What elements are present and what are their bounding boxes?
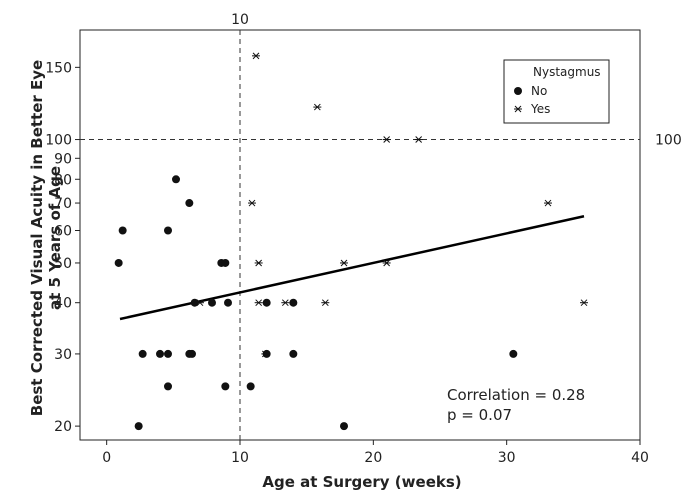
- trend-line: [119, 215, 585, 321]
- horizontal-reference-label: 100: [655, 133, 682, 149]
- plot-frame: [79, 29, 641, 441]
- point-no: [156, 349, 164, 358]
- point-yes: [254, 259, 263, 267]
- x-tick-label: 0: [102, 450, 111, 466]
- point-no: [188, 349, 196, 358]
- point-no: [221, 382, 230, 391]
- point-no: [289, 349, 298, 358]
- point-no: [138, 349, 147, 358]
- point-no: [246, 382, 255, 391]
- x-tick-label: 10: [231, 450, 249, 466]
- legend-marker-yes: [514, 105, 522, 113]
- point-yes: [281, 299, 290, 307]
- point-yes: [544, 199, 552, 207]
- y-tick-label: 100: [45, 133, 72, 149]
- x-axis-title: Age at Surgery (weeks): [262, 473, 461, 491]
- point-no: [190, 298, 199, 307]
- point-no: [164, 226, 172, 235]
- reference-lines: 10 100: [80, 12, 682, 440]
- legend-marker-no: [514, 87, 522, 95]
- point-yes: [254, 299, 263, 307]
- legend-title: Nystagmus: [533, 65, 601, 79]
- point-no: [340, 422, 348, 431]
- point-no: [289, 298, 298, 307]
- point-no: [185, 199, 194, 208]
- point-yes: [382, 259, 391, 267]
- legend-label-yes: Yes: [530, 102, 550, 116]
- y-tick-label: 80: [54, 172, 72, 188]
- x-tick-label: 40: [631, 450, 649, 466]
- data-points: [114, 52, 588, 431]
- y-tick-label: 90: [54, 151, 72, 167]
- x-tick-label: 30: [498, 450, 516, 466]
- point-yes: [321, 299, 330, 307]
- trend-line-group: [119, 215, 585, 321]
- y-tick-label: 40: [54, 296, 72, 312]
- vertical-reference-label: 10: [231, 12, 249, 28]
- point-yes: [252, 52, 260, 60]
- point-yes: [340, 259, 348, 267]
- point-no: [509, 349, 518, 358]
- point-no: [164, 382, 172, 391]
- y-axis-title-line-2: at 5 Years of Age: [46, 166, 64, 310]
- point-yes: [196, 299, 204, 307]
- point-no: [208, 298, 216, 307]
- y-axis-title-line-1: Best Corrected Visual Acuity in Better E…: [28, 60, 46, 416]
- point-yes: [580, 299, 588, 307]
- point-no: [221, 258, 230, 267]
- legend-asterisk: [514, 105, 522, 113]
- y-tick-label: 20: [54, 419, 72, 435]
- point-no: [172, 175, 180, 184]
- y-tick-label: 30: [54, 347, 72, 363]
- axis-ticks: 0 10 20 30 40 20 30 40 50 60 70 80 90 100 150: [45, 60, 649, 466]
- point-yes: [248, 199, 256, 207]
- point-yes: [313, 103, 322, 111]
- y-tick-label: 70: [54, 196, 72, 212]
- p-value-annotation: p = 0.07: [447, 406, 512, 424]
- x-tick-label: 20: [364, 450, 382, 466]
- point-no: [164, 349, 172, 358]
- y-tick-label: 60: [54, 223, 72, 239]
- point-no: [118, 226, 127, 235]
- point-no: [224, 298, 232, 307]
- y-tick-label: 150: [45, 60, 72, 76]
- point-no: [114, 258, 123, 267]
- point-no: [262, 298, 271, 307]
- legend: Nystagmus No Yes: [503, 59, 610, 124]
- y-tick-label: 50: [54, 256, 72, 272]
- point-yes: [382, 136, 391, 143]
- point-yes: [414, 136, 423, 143]
- correlation-annotation: Correlation = 0.28: [447, 386, 585, 404]
- point-yes: [261, 350, 270, 358]
- point-no: [134, 422, 143, 431]
- legend-label-no: No: [531, 84, 547, 98]
